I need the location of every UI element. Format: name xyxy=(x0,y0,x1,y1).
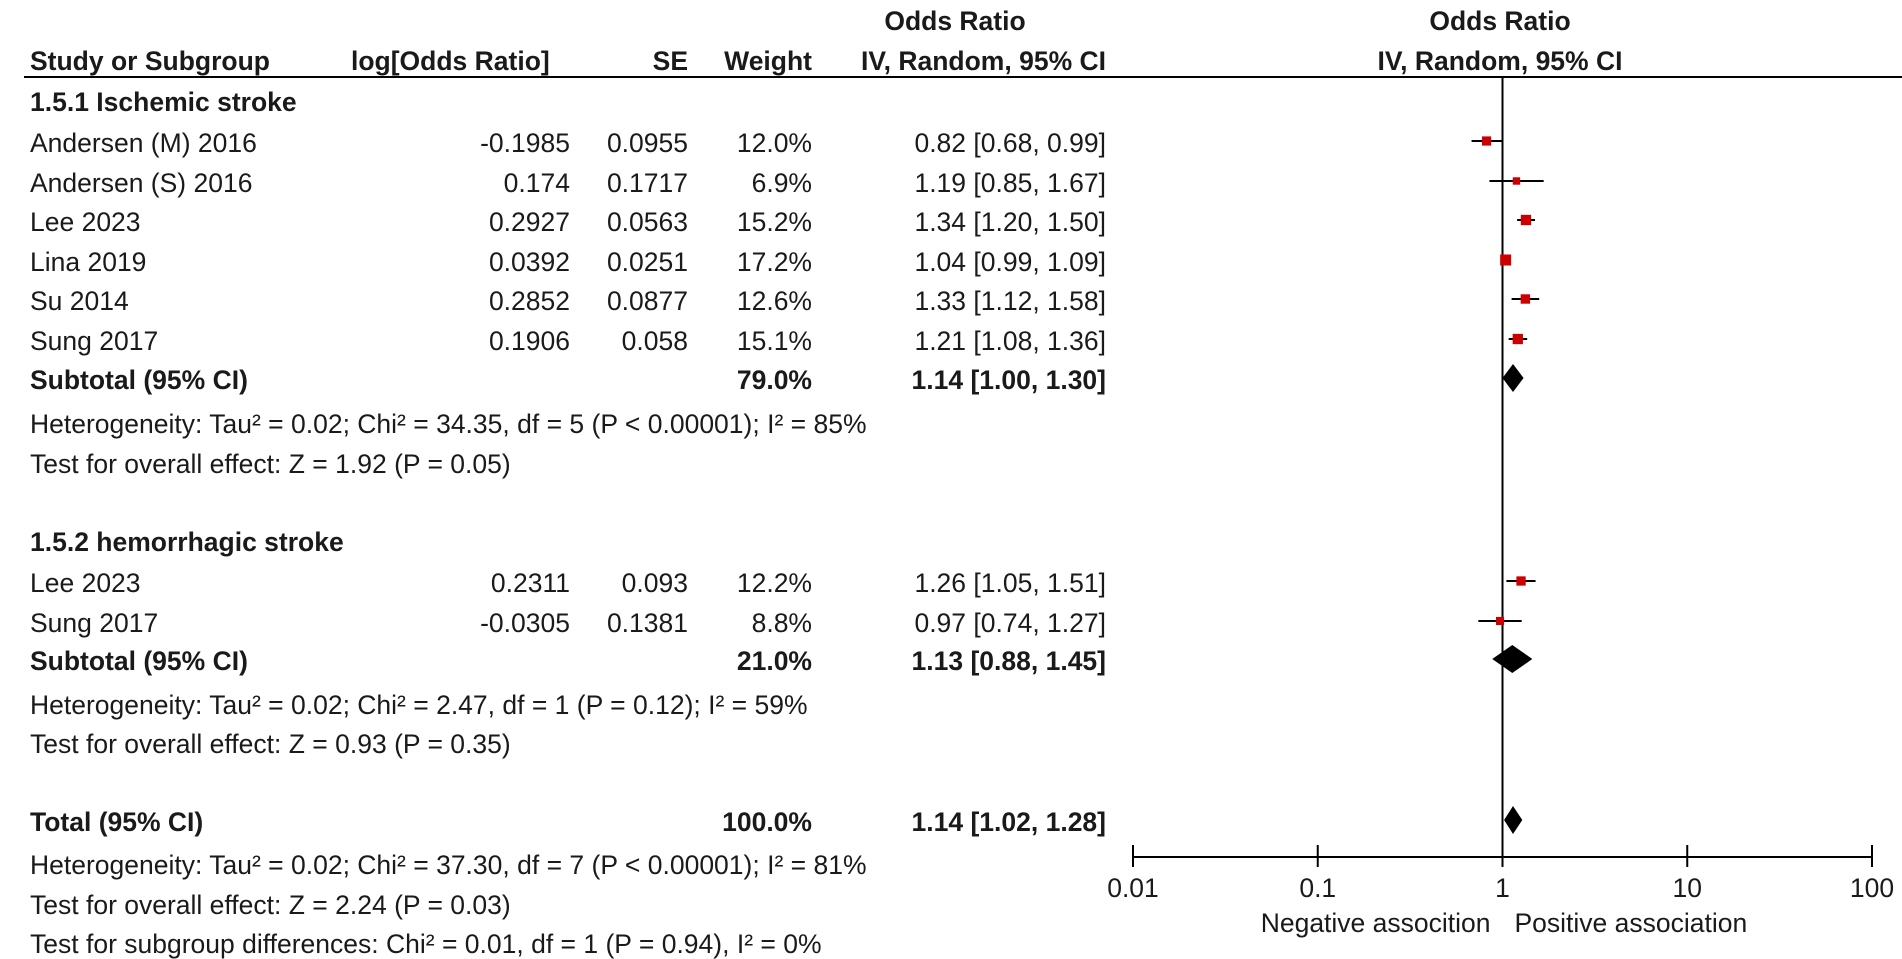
x-axis-tick-label: 100 xyxy=(1850,873,1894,903)
subtotal-ci: 1.14 [1.00, 1.30] xyxy=(911,365,1106,395)
study-ci: 0.82 [0.68, 0.99] xyxy=(914,128,1106,158)
overall-effect-text: Test for overall effect: Z = 1.92 (P = 0… xyxy=(30,449,511,479)
study-weight: 15.1% xyxy=(736,326,812,356)
heterogeneity-text: Heterogeneity: Tau² = 0.02; Chi² = 34.35… xyxy=(30,409,867,439)
x-axis-tick-label: 1 xyxy=(1495,873,1510,903)
study-ci: 1.04 [0.99, 1.09] xyxy=(914,247,1106,277)
study-weight: 8.8% xyxy=(751,608,812,638)
x-axis-tick-label: 0.1 xyxy=(1299,873,1336,903)
study-weight: 15.2% xyxy=(736,207,812,237)
study-se: 0.058 xyxy=(621,326,688,356)
plot-header-sub: IV, Random, 95% CI xyxy=(1377,46,1623,76)
study-name: Lee 2023 xyxy=(30,207,141,237)
study-ci: 1.33 [1.12, 1.58] xyxy=(914,286,1106,316)
heterogeneity-text: Heterogeneity: Tau² = 0.02; Chi² = 2.47,… xyxy=(30,690,808,720)
study-marker xyxy=(1512,177,1521,185)
study-se: 0.1717 xyxy=(606,168,688,198)
x-axis-tick-label: 10 xyxy=(1673,873,1702,903)
study-name: Lina 2019 xyxy=(30,247,147,277)
subgroup-differences-text: Test for subgroup differences: Chi² = 0.… xyxy=(30,929,822,959)
study-ci: 1.19 [0.85, 1.67] xyxy=(914,168,1106,198)
study-marker xyxy=(1496,616,1505,626)
subgroup-title: 1.5.1 Ischemic stroke xyxy=(30,87,297,117)
study-name: Sung 2017 xyxy=(30,608,159,638)
study-ci: 1.21 [1.08, 1.36] xyxy=(914,326,1106,356)
x-axis-tick-label: 0.01 xyxy=(1107,873,1159,903)
study-ci: 1.26 [1.05, 1.51] xyxy=(914,568,1106,598)
subtotal-label: Subtotal (95% CI) xyxy=(30,365,248,395)
total-weight: 100.0% xyxy=(722,807,812,837)
header-rule xyxy=(24,76,1902,78)
study-se: 0.0877 xyxy=(606,286,688,316)
total-ci: 1.14 [1.02, 1.28] xyxy=(911,807,1106,837)
total-diamond xyxy=(1504,806,1523,834)
study-name: Sung 2017 xyxy=(30,326,159,356)
study-log-or: -0.0305 xyxy=(480,608,570,638)
col-header-se: SE xyxy=(652,46,688,76)
study-se: 0.093 xyxy=(621,568,688,598)
subtotal-weight: 21.0% xyxy=(736,646,812,676)
study-se: 0.0563 xyxy=(606,207,688,237)
axis-label-left: Negative assocition xyxy=(1261,908,1491,938)
study-log-or: 0.2927 xyxy=(488,207,570,237)
study-se: 0.0251 xyxy=(606,247,688,277)
col-header-log-or: log[Odds Ratio] xyxy=(351,46,550,76)
overall-effect-text: Test for overall effect: Z = 0.93 (P = 0… xyxy=(30,729,511,759)
subtotal-diamond xyxy=(1492,645,1533,673)
study-name: Su 2014 xyxy=(30,286,129,316)
study-name: Lee 2023 xyxy=(30,568,141,598)
study-marker xyxy=(1516,576,1526,586)
total-overall-effect-text: Test for overall effect: Z = 2.24 (P = 0… xyxy=(30,890,511,920)
study-weight: 12.6% xyxy=(736,286,812,316)
study-ci: 0.97 [0.74, 1.27] xyxy=(914,608,1106,638)
study-se: 0.0955 xyxy=(606,128,688,158)
col-header-or-title: Odds Ratio xyxy=(884,6,1026,36)
study-weight: 12.2% xyxy=(736,568,812,598)
study-log-or: 0.174 xyxy=(503,168,570,198)
total-heterogeneity-text: Heterogeneity: Tau² = 0.02; Chi² = 37.30… xyxy=(30,850,867,880)
col-header-or-sub: IV, Random, 95% CI xyxy=(861,46,1106,76)
study-log-or: 0.0392 xyxy=(488,247,570,277)
study-marker xyxy=(1512,333,1523,345)
subtotal-diamond xyxy=(1502,364,1524,392)
study-marker xyxy=(1500,254,1512,266)
subgroup-title: 1.5.2 hemorrhagic stroke xyxy=(30,527,344,557)
study-marker xyxy=(1520,294,1531,304)
col-header-weight: Weight xyxy=(724,46,812,76)
study-name: Andersen (S) 2016 xyxy=(30,168,253,198)
study-log-or: -0.1985 xyxy=(480,128,570,158)
col-header-study: Study or Subgroup xyxy=(30,46,270,76)
subtotal-ci: 1.13 [0.88, 1.45] xyxy=(911,646,1106,676)
study-name: Andersen (M) 2016 xyxy=(30,128,257,158)
study-log-or: 0.1906 xyxy=(488,326,570,356)
study-log-or: 0.2852 xyxy=(488,286,570,316)
study-se: 0.1381 xyxy=(606,608,688,638)
subtotal-weight: 79.0% xyxy=(736,365,812,395)
study-weight: 12.0% xyxy=(736,128,812,158)
plot-header-title: Odds Ratio xyxy=(1429,6,1571,36)
study-log-or: 0.2311 xyxy=(490,568,570,598)
study-ci: 1.34 [1.20, 1.50] xyxy=(914,207,1106,237)
axis-label-right: Positive association xyxy=(1515,908,1748,938)
study-weight: 17.2% xyxy=(736,247,812,277)
study-marker xyxy=(1520,214,1532,226)
study-weight: 6.9% xyxy=(751,168,812,198)
subtotal-label: Subtotal (95% CI) xyxy=(30,646,248,676)
study-marker xyxy=(1481,136,1492,146)
total-label: Total (95% CI) xyxy=(30,807,204,837)
